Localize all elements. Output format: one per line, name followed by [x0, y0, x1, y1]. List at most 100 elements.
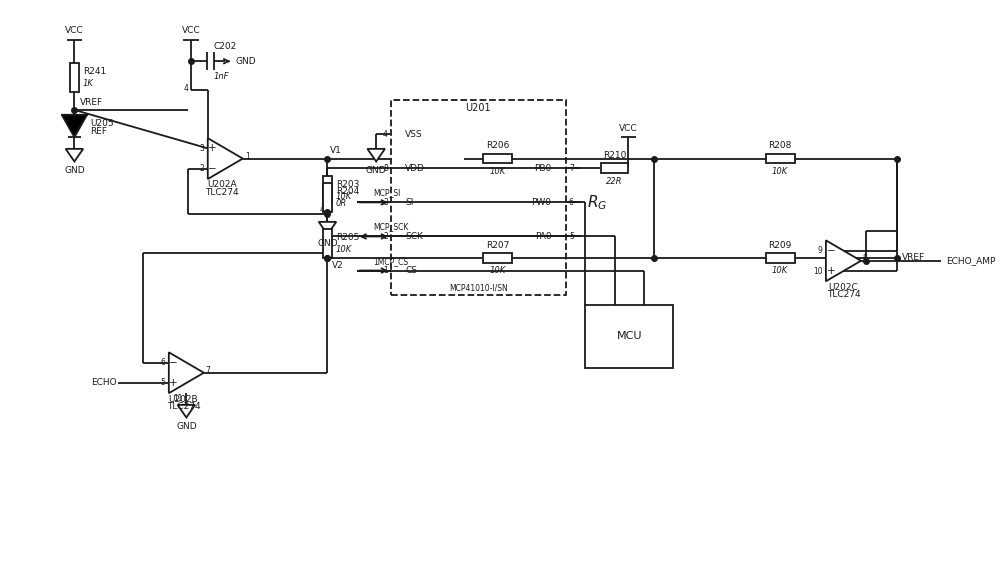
Polygon shape — [62, 115, 87, 137]
Bar — [766, 154, 795, 164]
Text: SCK: SCK — [405, 232, 423, 241]
Text: U201: U201 — [466, 103, 491, 113]
Bar — [323, 176, 332, 205]
Text: R205: R205 — [336, 233, 359, 242]
Text: VREF: VREF — [80, 98, 103, 107]
Text: 1K: 1K — [83, 79, 94, 88]
Text: 1: 1 — [383, 266, 388, 275]
Text: +: + — [826, 266, 835, 276]
Bar — [601, 164, 628, 173]
Text: 10K: 10K — [490, 266, 506, 275]
Bar — [766, 253, 795, 263]
Bar — [483, 154, 512, 164]
Text: R241: R241 — [83, 67, 106, 77]
Text: R208: R208 — [768, 142, 792, 150]
Text: MCP41010-I/SN: MCP41010-I/SN — [449, 284, 508, 292]
Text: 10K: 10K — [336, 192, 352, 201]
Text: 22R: 22R — [606, 176, 623, 186]
Text: MCP_SCK: MCP_SCK — [373, 223, 409, 231]
Text: C202: C202 — [214, 42, 237, 50]
Text: 3: 3 — [199, 144, 204, 153]
Text: SI: SI — [405, 198, 414, 207]
Polygon shape — [367, 149, 385, 161]
Text: TLC274: TLC274 — [167, 403, 200, 411]
Text: 2: 2 — [200, 164, 204, 173]
Text: 1: 1 — [245, 152, 250, 161]
Text: 2: 2 — [383, 232, 388, 241]
Text: GND: GND — [366, 166, 386, 175]
Text: VCC: VCC — [65, 27, 84, 35]
Text: U202B: U202B — [169, 394, 198, 404]
Text: U205: U205 — [90, 119, 114, 128]
Text: 5: 5 — [161, 379, 165, 387]
Polygon shape — [319, 222, 336, 234]
Text: ECHO: ECHO — [91, 379, 116, 387]
Text: 10K: 10K — [772, 167, 788, 176]
Text: VCC: VCC — [182, 27, 201, 35]
Text: R203: R203 — [336, 180, 359, 189]
Bar — [70, 63, 79, 92]
Text: 1nF: 1nF — [214, 72, 229, 81]
Bar — [391, 100, 566, 295]
Text: R204: R204 — [336, 187, 359, 196]
Text: −: − — [169, 357, 178, 368]
Text: $R_G$: $R_G$ — [587, 193, 607, 212]
Bar — [483, 253, 512, 263]
Text: −: − — [208, 164, 217, 174]
Text: CS: CS — [405, 266, 417, 275]
Text: TLC274: TLC274 — [827, 291, 860, 299]
Text: 10: 10 — [813, 267, 822, 276]
Text: 11: 11 — [173, 394, 182, 403]
Text: 5: 5 — [569, 232, 574, 241]
Text: VREF: VREF — [902, 253, 925, 262]
Text: U202C: U202C — [829, 282, 858, 292]
Text: VCC: VCC — [619, 124, 638, 133]
Text: 10K: 10K — [336, 245, 352, 253]
Text: REF: REF — [90, 127, 107, 136]
Text: VSS: VSS — [405, 130, 423, 139]
Text: PA0: PA0 — [535, 232, 551, 241]
Text: U202A: U202A — [208, 180, 237, 189]
Bar — [323, 229, 332, 258]
Text: GND: GND — [317, 239, 338, 248]
Text: 4: 4 — [383, 130, 388, 139]
Text: GND: GND — [235, 57, 256, 66]
Text: GND: GND — [176, 422, 197, 431]
Text: 7: 7 — [569, 164, 574, 173]
Polygon shape — [169, 352, 204, 393]
Polygon shape — [826, 240, 861, 281]
Text: PB0: PB0 — [534, 164, 551, 173]
Text: 0R: 0R — [336, 199, 347, 208]
Polygon shape — [66, 149, 83, 161]
Text: 1MCP_CS: 1MCP_CS — [373, 257, 408, 266]
Bar — [323, 183, 332, 212]
Text: MCP_SI: MCP_SI — [373, 188, 401, 198]
Text: 7: 7 — [206, 367, 211, 375]
Text: VDD: VDD — [405, 164, 425, 173]
Text: +: + — [208, 143, 217, 153]
Text: R206: R206 — [486, 142, 510, 150]
Text: 9: 9 — [818, 246, 822, 255]
Text: 6: 6 — [161, 358, 165, 367]
Text: GND: GND — [64, 166, 85, 175]
Text: R209: R209 — [768, 241, 792, 249]
Bar — [585, 304, 673, 368]
Text: ECHO_AMP: ECHO_AMP — [946, 256, 995, 265]
Text: 4: 4 — [183, 84, 188, 93]
Text: 3: 3 — [383, 198, 388, 207]
Text: TLC274: TLC274 — [206, 188, 239, 197]
Text: 10K: 10K — [490, 167, 506, 176]
Text: 8: 8 — [863, 255, 868, 263]
Text: PW0: PW0 — [531, 198, 551, 207]
Text: V1: V1 — [330, 146, 342, 155]
Text: −: − — [826, 245, 835, 256]
Text: 4: 4 — [320, 205, 325, 213]
Text: V2: V2 — [332, 261, 344, 270]
Text: 10K: 10K — [772, 266, 788, 275]
Text: R210: R210 — [603, 151, 626, 160]
Polygon shape — [178, 405, 195, 418]
Text: R207: R207 — [486, 241, 510, 249]
Text: 6: 6 — [569, 198, 574, 207]
Text: +: + — [169, 378, 178, 388]
Text: 8: 8 — [383, 164, 388, 173]
